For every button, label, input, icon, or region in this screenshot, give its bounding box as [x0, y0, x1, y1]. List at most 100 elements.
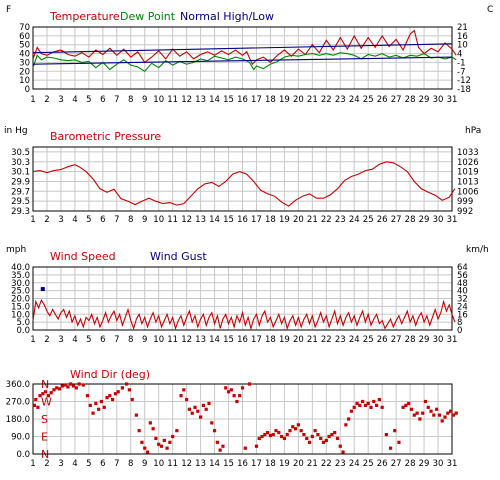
x-tick-label: 28	[405, 95, 416, 105]
y-tick-label-right: 4	[457, 50, 462, 60]
wind-dir-point	[344, 423, 348, 427]
x-tick-label: 16	[237, 95, 248, 105]
y-tick-label-right: 1026	[457, 158, 479, 168]
x-tick-label: 27	[391, 95, 402, 105]
x-tick-label: 15	[223, 95, 234, 105]
x-tick-label: 26	[377, 95, 388, 105]
x-tick-label: 30	[433, 459, 444, 469]
wind-dir-point	[34, 397, 38, 402]
x-tick-label: 19	[279, 335, 290, 345]
x-tick-label: 6	[100, 459, 105, 469]
wind-right-unit: km/h	[466, 245, 489, 255]
x-tick-label: 28	[405, 459, 416, 469]
y-tick-label-right: 16	[457, 310, 468, 320]
wind-dir-point	[449, 409, 453, 413]
wind-dir-point	[451, 413, 455, 417]
x-tick-label: 22	[321, 215, 332, 225]
wind-dir-point	[38, 394, 42, 398]
wind-direction-panel: Wind Dir (deg) 1 2 3 4 5 6 7 8 9 10 11 12 13 14 15 16 17…	[6, 368, 458, 469]
wind-dir-point	[108, 394, 112, 398]
x-tick-label: 16	[237, 335, 248, 345]
wind-dir-point	[218, 448, 222, 452]
y-tick-label-left: 30.1	[11, 168, 30, 178]
wind-dir-point	[238, 394, 242, 398]
y-tick-label-left: 29.5	[11, 197, 30, 207]
x-tick-label: 14	[209, 335, 220, 345]
wind-dir-point	[415, 411, 419, 415]
wind-dir-point	[193, 405, 197, 409]
x-tick-label: 29	[419, 459, 430, 469]
wind-dir-point	[165, 446, 169, 450]
x-tick-label: 4	[72, 335, 77, 345]
x-tick-label: 24	[349, 95, 360, 105]
wind-dir-point	[412, 413, 416, 417]
x-tick-label: 20	[293, 459, 304, 469]
x-tick-label: 18	[265, 459, 276, 469]
plot-frame	[32, 383, 453, 455]
wind-dir-point	[401, 405, 405, 409]
x-tick-label: 25	[363, 335, 374, 345]
wind-dir-point	[313, 429, 317, 433]
y-tick-label-right: 0	[457, 326, 462, 336]
wind-dir-point	[333, 431, 337, 435]
wind-dir-point	[179, 394, 183, 398]
wind-dir-point	[247, 382, 252, 386]
pressure-left-unit: in Hg	[4, 126, 28, 136]
wind-dir-point	[140, 440, 144, 444]
y-tick-label-left: 70	[19, 23, 30, 33]
x-tick-label: 3	[58, 95, 63, 105]
x-tick-label: 11	[167, 459, 178, 469]
wind-dir-point	[266, 431, 270, 435]
x-tick-label: 19	[279, 95, 290, 105]
x-tick-label: 22	[321, 459, 332, 469]
x-tick-label: 3	[58, 459, 63, 469]
y-tick-label-left: 20	[19, 67, 30, 77]
legend-wind-gust: Wind Gust	[150, 250, 207, 263]
wind-dir-point	[347, 417, 351, 421]
x-tick-label: 2	[44, 459, 49, 469]
x-tick-label: 28	[405, 215, 416, 225]
x-tick-label: 24	[349, 459, 360, 469]
wind-dir-point	[159, 444, 164, 448]
x-tick-label: 22	[321, 95, 332, 105]
y-tick-label-right: 64	[457, 263, 468, 273]
wind-dir-point	[260, 434, 264, 439]
x-tick-label: 1	[30, 215, 35, 225]
x-tick-label: 23	[335, 215, 346, 225]
x-tick-label: 20	[293, 95, 304, 105]
x-tick-label: 22	[321, 335, 332, 345]
x-tick-label: 12	[181, 95, 192, 105]
wind-dir-point	[352, 405, 356, 409]
y-tick-label-right: -1	[457, 58, 465, 68]
y-tick-label-left: 0.0	[16, 326, 30, 336]
wind-dir-point	[454, 411, 458, 415]
x-tick-label: 27	[391, 215, 402, 225]
x-tick-label: 9	[142, 335, 147, 345]
y-tick-label-left: 29.7	[11, 187, 30, 197]
y-tick-label-right: 1019	[457, 168, 479, 178]
wind-dir-point	[201, 403, 205, 407]
wind-dir-point	[221, 444, 225, 448]
wind-dir-point	[307, 440, 312, 444]
temperature-right-unit: C	[487, 5, 493, 15]
y-tick-label-right: 48	[457, 279, 468, 289]
wind-dir-point	[77, 382, 81, 386]
wind-dir-point	[235, 399, 239, 404]
wind-dir-point	[338, 444, 342, 448]
x-tick-label: 4	[72, 95, 77, 105]
y-tick-label-left: 40	[19, 50, 30, 60]
wind-dir-point	[134, 413, 138, 417]
x-tick-label: 3	[58, 335, 63, 345]
wind-dir-point	[349, 409, 354, 413]
legend-wind-dir: Wind Dir (deg)	[70, 368, 150, 381]
x-tick-label: 1	[30, 335, 35, 345]
legend-wind-speed: Wind Speed	[50, 250, 116, 263]
y-tick-label-left: 180.0	[6, 415, 30, 425]
wind-dir-point	[443, 415, 447, 419]
x-tick-label: 29	[419, 95, 430, 105]
wind-dir-point	[74, 386, 78, 390]
wind-dir-point	[330, 432, 334, 437]
x-tick-label: 12	[181, 335, 192, 345]
y-tick-label-left: 40.0	[11, 263, 30, 273]
